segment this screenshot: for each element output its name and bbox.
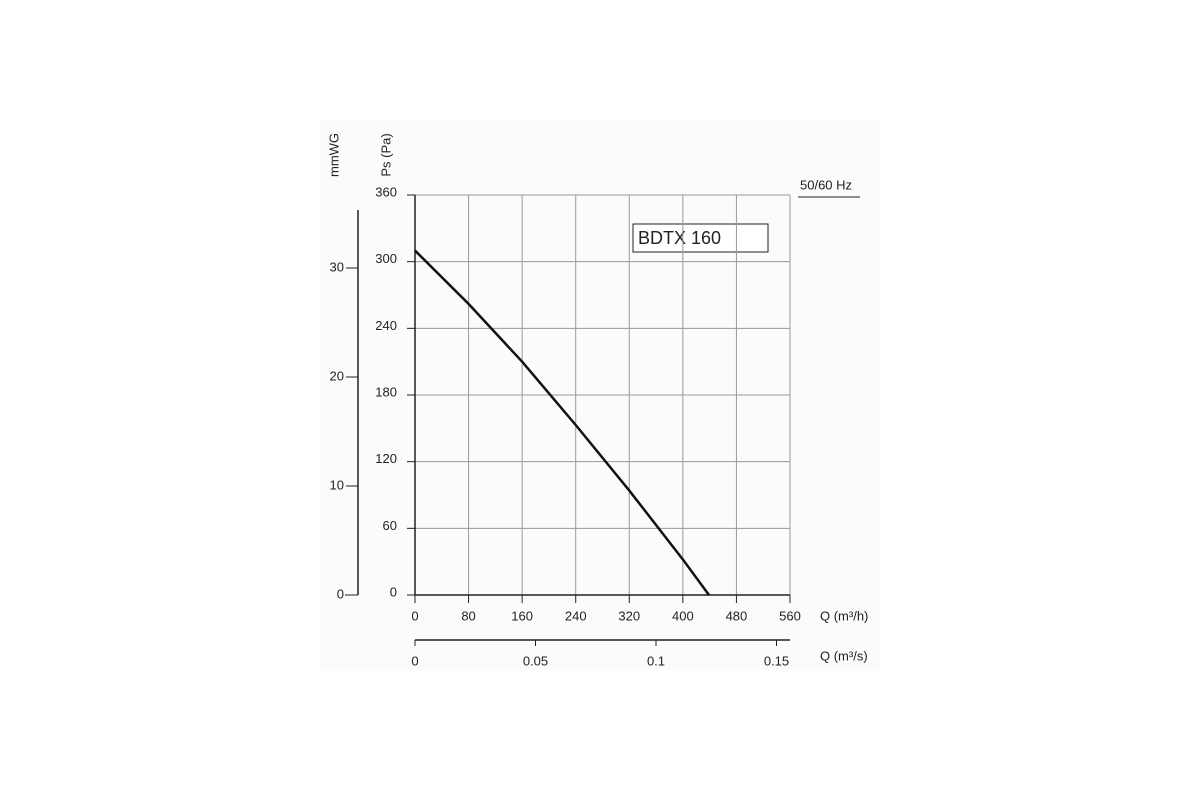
y-tick-label: 360 — [375, 184, 397, 199]
x2-tick-label: 0.1 — [647, 653, 665, 668]
y2-tick-label: 0 — [337, 586, 344, 601]
y-tick-label: 180 — [375, 384, 397, 399]
x2-axis-label: Q (m³/s) — [820, 648, 868, 663]
x2-tick-label: 0 — [411, 653, 418, 668]
model-box — [632, 223, 769, 253]
x-tick-label: 240 — [565, 608, 587, 623]
y2-tick-label: 20 — [330, 368, 344, 383]
y-tick-label: 60 — [383, 518, 397, 533]
x-tick-label: 480 — [726, 608, 748, 623]
y2-axis-label: mmWG — [326, 133, 341, 177]
model-label: BDTX 160 — [638, 228, 721, 248]
y-tick-label: 300 — [375, 251, 397, 266]
y-tick-label: 0 — [390, 584, 397, 599]
x-tick-label: 320 — [618, 608, 640, 623]
performance-curve — [414, 249, 710, 596]
x-tick-label: 160 — [511, 608, 533, 623]
x-tick-label: 400 — [672, 608, 694, 623]
x-axis-label: Q (m³/h) — [820, 608, 868, 623]
y2-tick-label: 30 — [330, 259, 344, 274]
y2-tick-label: 10 — [330, 477, 344, 492]
y-axis-label: Ps (Pa) — [378, 133, 393, 176]
y-tick-label: 240 — [375, 318, 397, 333]
x-tick-label: 80 — [461, 608, 475, 623]
y-tick-label: 120 — [375, 451, 397, 466]
x2-tick-label: 0.05 — [523, 653, 548, 668]
x-tick-label: 0 — [411, 608, 418, 623]
frequency-label: 50/60 Hz — [800, 177, 852, 192]
x2-tick-label: 0.15 — [764, 653, 789, 668]
x-tick-label: 560 — [779, 608, 801, 623]
